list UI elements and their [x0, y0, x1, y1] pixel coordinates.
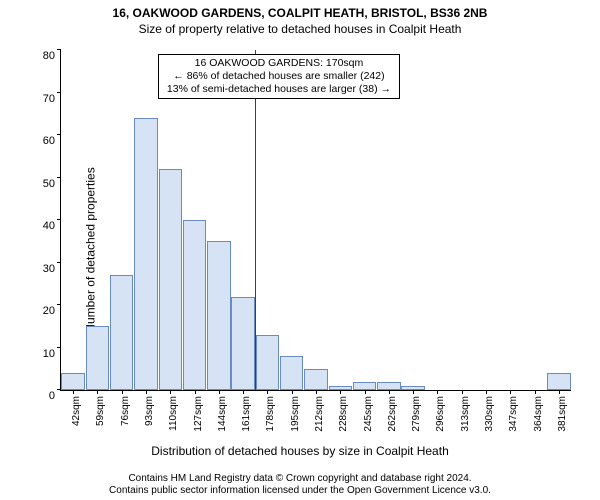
x-tick-label: 110sqm	[166, 396, 179, 431]
x-tick-label: 347sqm	[506, 396, 519, 432]
x-tick-label: 59sqm	[93, 396, 106, 426]
y-tick-label: 60	[15, 135, 61, 147]
footer-line-2: Contains public sector information licen…	[0, 485, 600, 497]
x-tick-label: 228sqm	[336, 396, 349, 432]
chart-container: 16, OAKWOOD GARDENS, COALPIT HEATH, BRIS…	[0, 0, 600, 500]
x-tick-label: 195sqm	[288, 396, 301, 432]
x-tick-label: 279sqm	[409, 396, 422, 432]
chart-subtitle: Size of property relative to detached ho…	[0, 20, 600, 36]
x-tick-label: 127sqm	[191, 396, 204, 432]
y-tick-label: 70	[15, 93, 61, 105]
x-tick-label: 381sqm	[555, 396, 568, 432]
y-tick-label: 80	[15, 50, 61, 62]
plot-area: 0102030405060708042sqm59sqm76sqm93sqm110…	[60, 50, 571, 391]
histogram-bar	[231, 297, 255, 391]
x-tick-label: 296sqm	[433, 396, 446, 432]
x-tick-label: 161sqm	[239, 396, 252, 432]
legend-line: ← 86% of detached houses are smaller (24…	[167, 70, 391, 83]
y-tick-label: 0	[15, 390, 61, 402]
histogram-bar	[304, 369, 328, 390]
legend-line: 16 OAKWOOD GARDENS: 170sqm	[167, 57, 391, 70]
histogram-bar	[183, 220, 207, 390]
histogram-bar	[159, 169, 183, 390]
histogram-bar	[61, 373, 85, 390]
histogram-bar	[377, 382, 401, 391]
histogram-bar	[86, 326, 110, 390]
footer-line-1: Contains HM Land Registry data © Crown c…	[0, 473, 600, 485]
x-tick-label: 178sqm	[263, 396, 276, 432]
y-tick-label: 20	[15, 305, 61, 317]
chart-title: 16, OAKWOOD GARDENS, COALPIT HEATH, BRIS…	[0, 0, 600, 20]
x-tick-label: 330sqm	[482, 396, 495, 432]
x-tick-label: 313sqm	[458, 396, 471, 432]
legend-box: 16 OAKWOOD GARDENS: 170sqm← 86% of detac…	[158, 54, 400, 99]
x-tick-label: 93sqm	[142, 396, 155, 426]
x-tick-label: 42sqm	[69, 396, 82, 426]
histogram-bar	[256, 335, 280, 390]
x-tick-label: 144sqm	[215, 396, 228, 432]
y-tick-label: 30	[15, 263, 61, 275]
x-tick-label: 262sqm	[385, 396, 398, 432]
y-tick-label: 40	[15, 220, 61, 232]
histogram-bar	[353, 382, 377, 391]
histogram-bar	[280, 356, 304, 390]
x-axis-label: Distribution of detached houses by size …	[0, 444, 600, 458]
histogram-bar	[110, 275, 134, 390]
histogram-bar	[207, 241, 231, 390]
legend-line: 13% of semi-detached houses are larger (…	[167, 83, 391, 96]
x-tick-label: 245sqm	[361, 396, 374, 432]
x-tick-label: 212sqm	[312, 396, 325, 432]
reference-line	[255, 50, 256, 390]
y-tick-label: 10	[15, 348, 61, 360]
x-tick-label: 364sqm	[531, 396, 544, 432]
x-tick-label: 76sqm	[118, 396, 131, 426]
histogram-bar	[547, 373, 571, 390]
footer-attribution: Contains HM Land Registry data © Crown c…	[0, 473, 600, 496]
histogram-bar	[134, 118, 158, 390]
y-tick-label: 50	[15, 178, 61, 190]
